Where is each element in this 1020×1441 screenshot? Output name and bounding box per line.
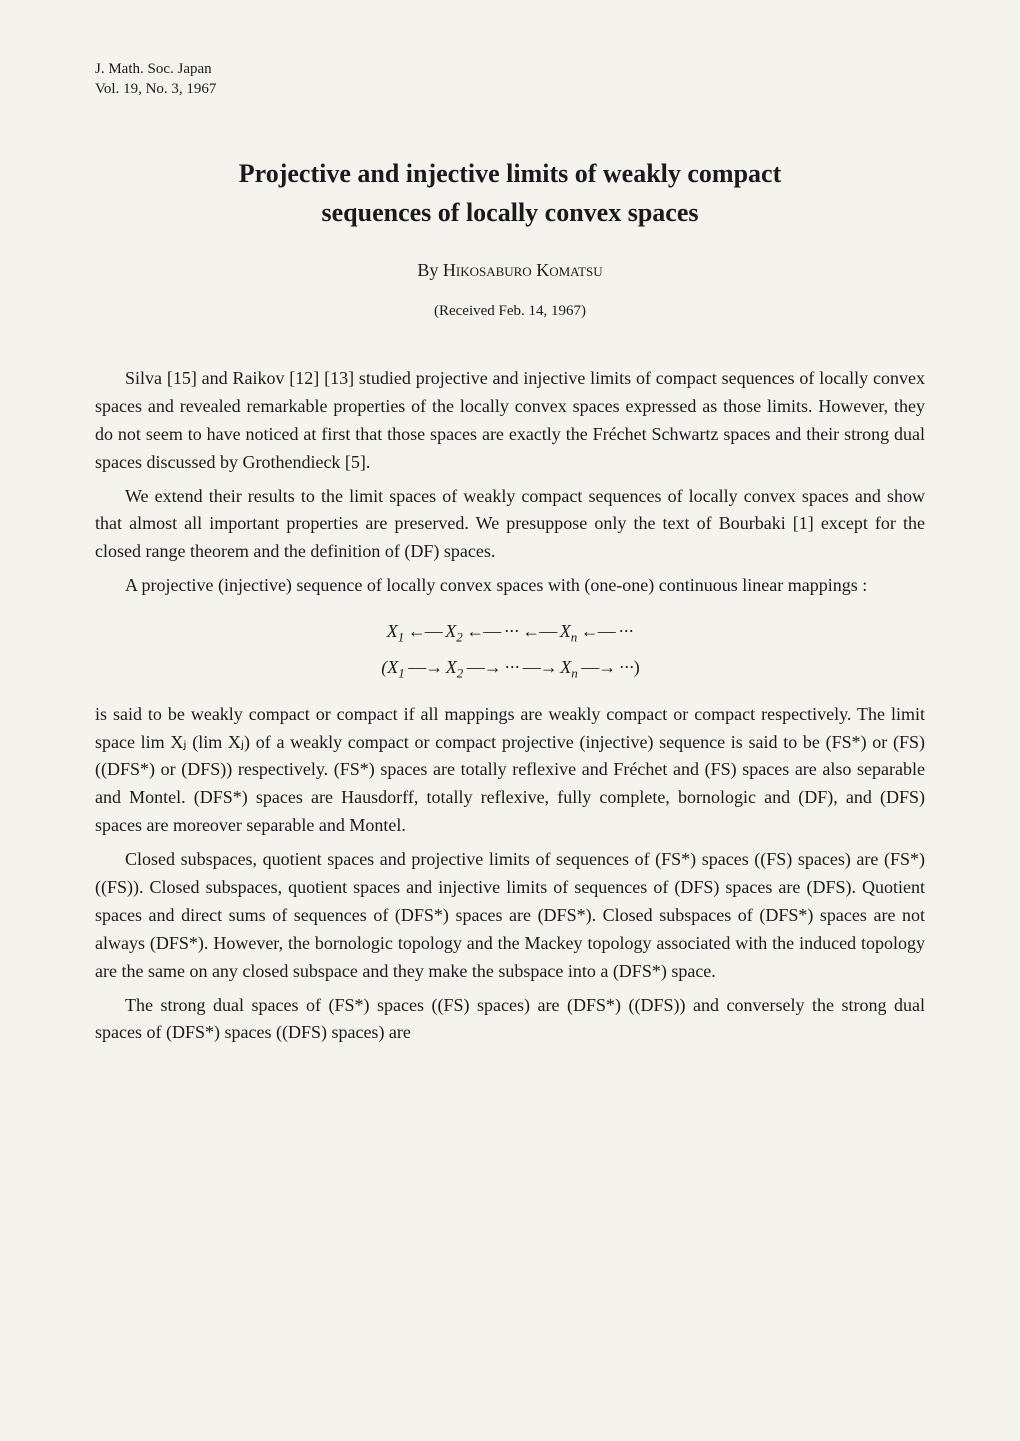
paragraph-4: is said to be weakly compact or compact … bbox=[95, 701, 925, 840]
math-sequence: X1 ←— X2 ←— ··· ←— Xn ←— ··· (X1 —→ X2 —… bbox=[95, 614, 925, 687]
received-date: (Received Feb. 14, 1967) bbox=[95, 303, 925, 320]
title-line-2: sequences of locally convex spaces bbox=[322, 198, 699, 227]
journal-info: J. Math. Soc. Japan Vol. 19, No. 3, 1967 bbox=[95, 60, 925, 99]
paper-title: Projective and injective limits of weakl… bbox=[95, 154, 925, 232]
author-line: By Hikosaburo Komatsu bbox=[95, 260, 925, 281]
paragraph-6: The strong dual spaces of (FS*) spaces (… bbox=[95, 992, 925, 1048]
journal-name: J. Math. Soc. Japan bbox=[95, 60, 925, 80]
paragraph-2: We extend their results to the limit spa… bbox=[95, 483, 925, 567]
math-line-2: (X1 —→ X2 —→ ··· —→ Xn —→ ···) bbox=[95, 650, 925, 686]
title-line-1: Projective and injective limits of weakl… bbox=[239, 159, 782, 188]
author-prefix: By bbox=[417, 260, 443, 280]
paragraph-3: A projective (injective) sequence of loc… bbox=[95, 572, 925, 600]
paragraph-1: Silva [15] and Raikov [12] [13] studied … bbox=[95, 365, 925, 477]
paragraph-5: Closed subspaces, quotient spaces and pr… bbox=[95, 846, 925, 985]
journal-volume: Vol. 19, No. 3, 1967 bbox=[95, 80, 925, 100]
math-line-1: X1 ←— X2 ←— ··· ←— Xn ←— ··· bbox=[95, 614, 925, 650]
author-name: Hikosaburo Komatsu bbox=[443, 260, 603, 280]
